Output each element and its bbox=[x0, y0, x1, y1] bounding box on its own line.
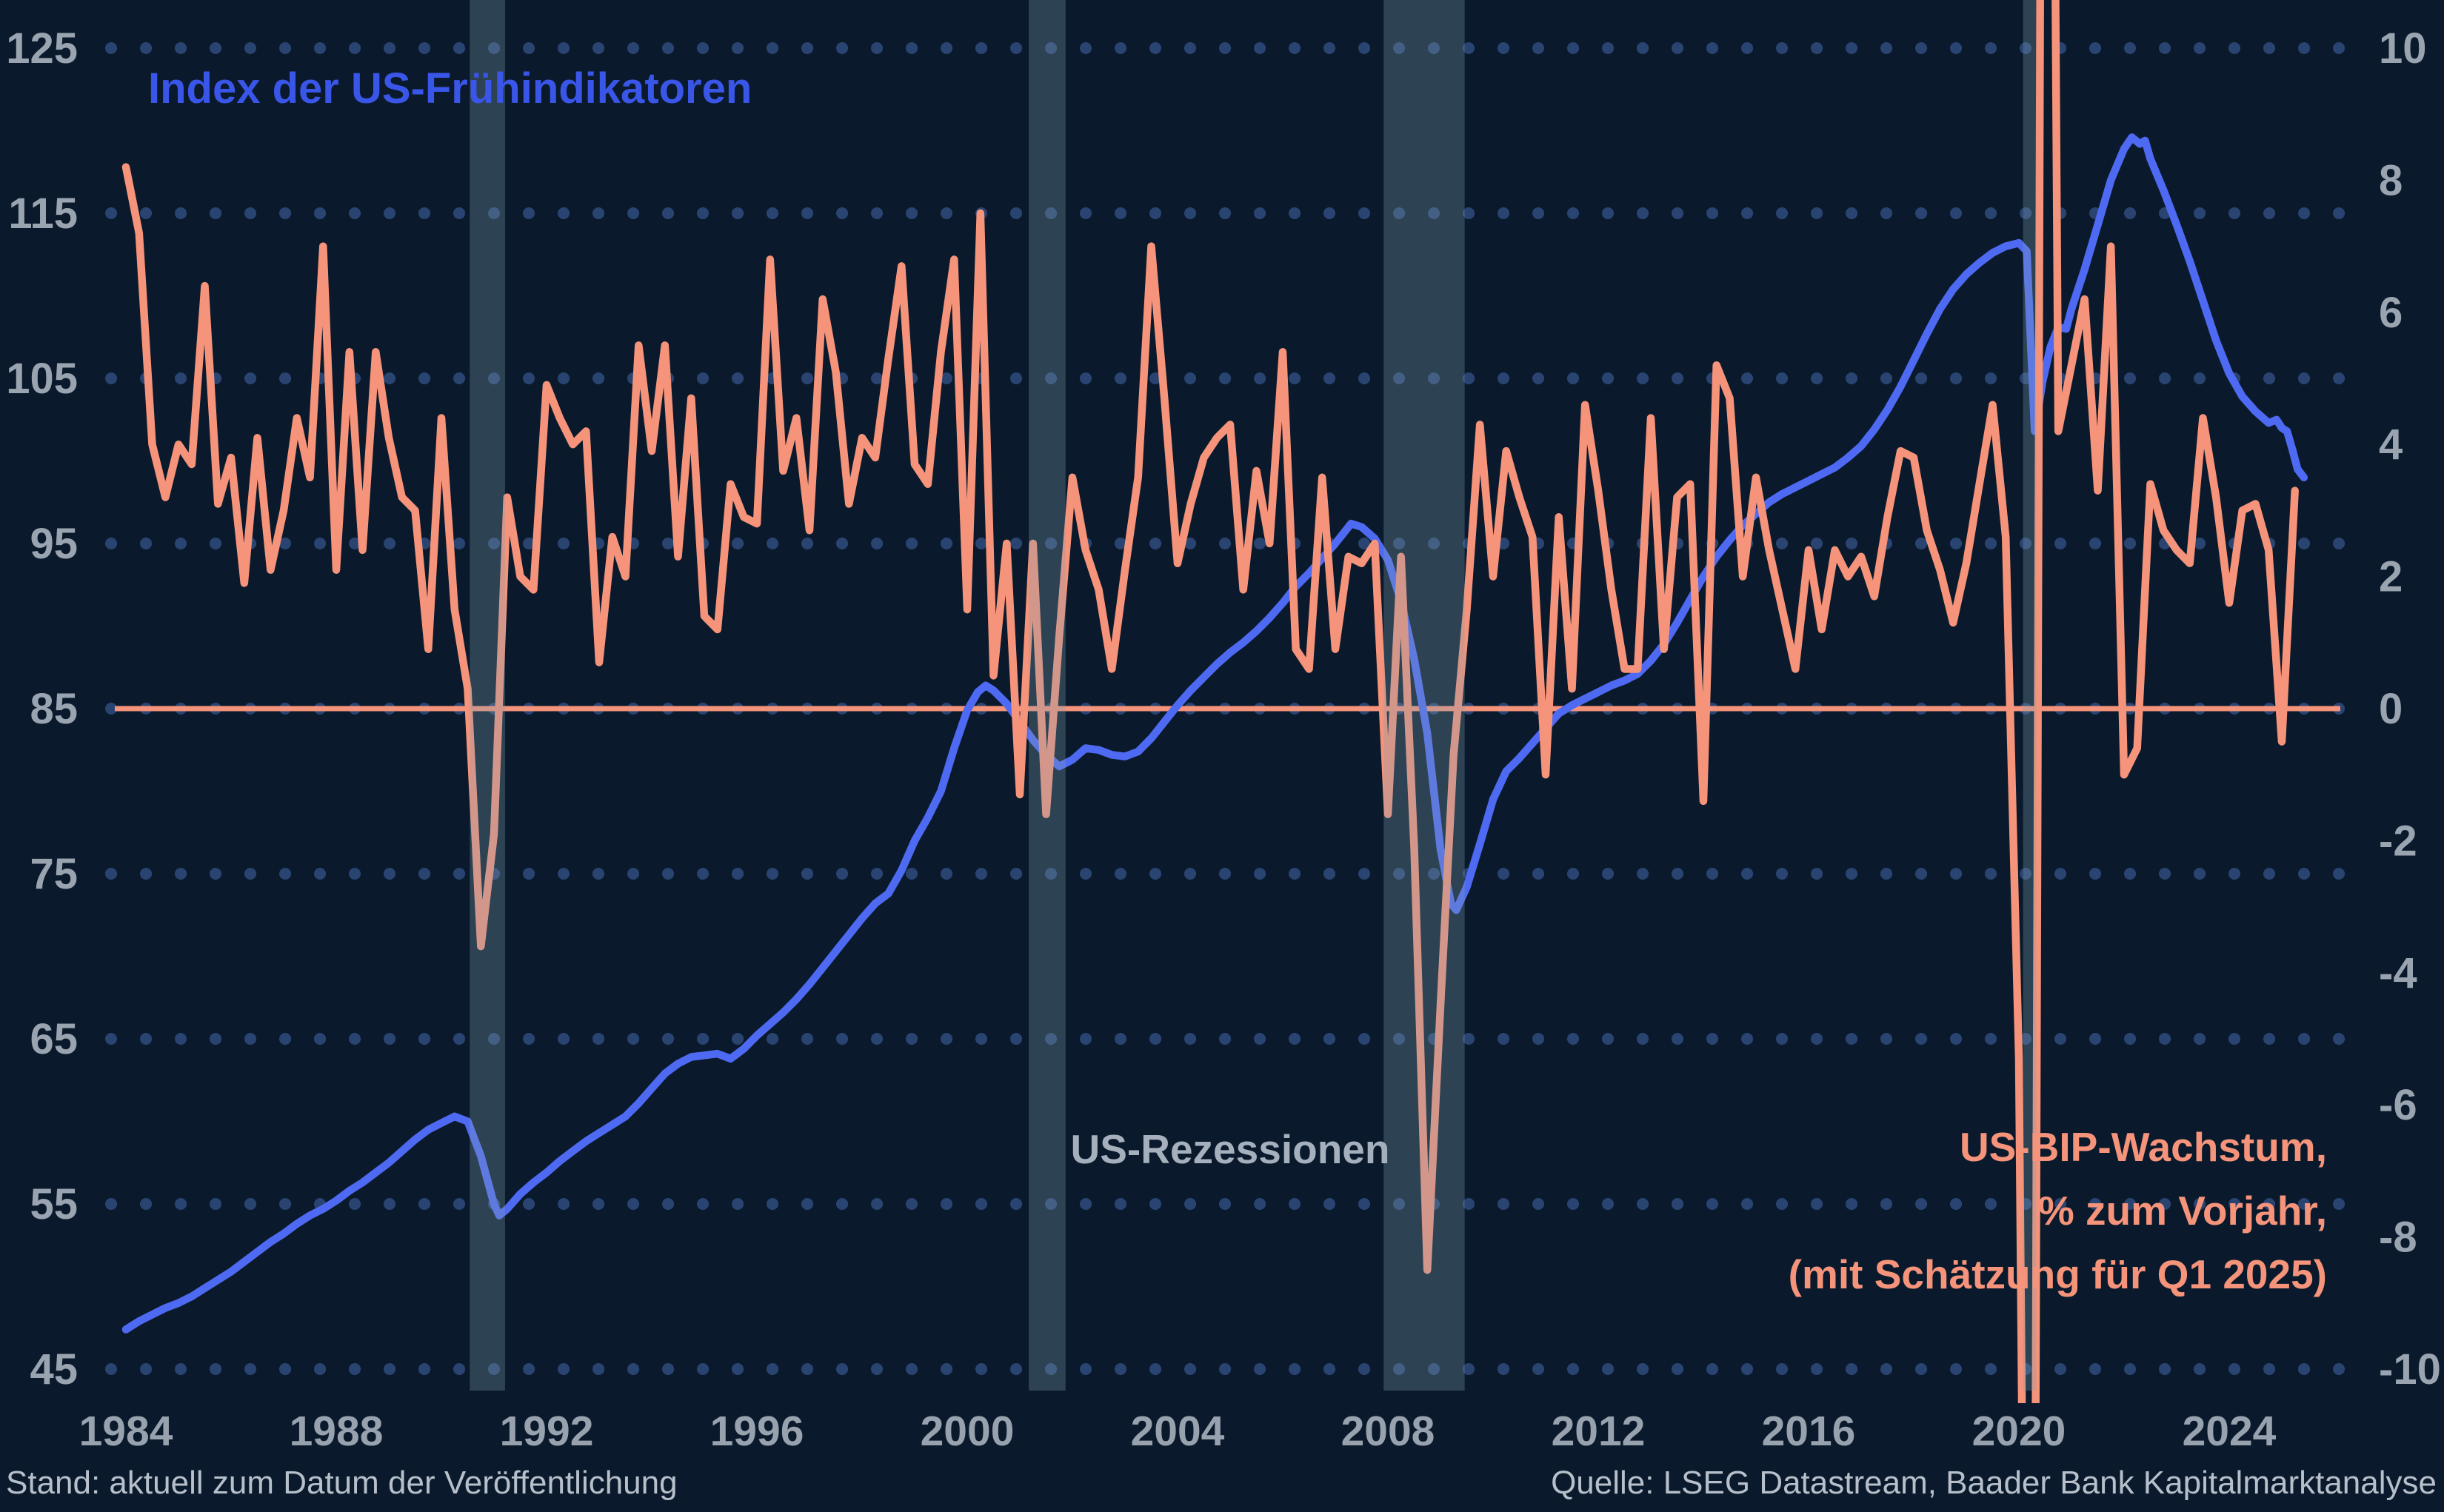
y-axis-left-label: 55 bbox=[30, 1180, 78, 1228]
y-axis-right-label: 2 bbox=[2379, 553, 2403, 601]
y-axis-right-label: -6 bbox=[2379, 1081, 2417, 1129]
y-axis-right-label: 6 bbox=[2379, 289, 2403, 337]
y-axis-left-label: 75 bbox=[30, 850, 78, 898]
x-axis-year-label: 2012 bbox=[1552, 1408, 1646, 1455]
x-axis-year-label: 1996 bbox=[710, 1408, 804, 1455]
y-axis-right-label: -8 bbox=[2379, 1214, 2417, 1262]
y-axis-right-label: 0 bbox=[2379, 685, 2403, 733]
y-axis-right-label: 10 bbox=[2379, 24, 2427, 73]
x-axis-year-label: 2020 bbox=[1972, 1408, 2066, 1455]
y-axis-left-label: 125 bbox=[6, 24, 78, 73]
gdp-annotation-line2: % zum Vorjahr, bbox=[2037, 1188, 2327, 1234]
y-axis-right-label: 4 bbox=[2379, 421, 2403, 469]
y-axis-left-label: 95 bbox=[30, 520, 78, 568]
y-axis-right-label: -2 bbox=[2379, 817, 2417, 865]
footer-source: Quelle: LSEG Datastream, Baader Bank Kap… bbox=[1551, 1465, 2437, 1501]
y-axis-left-label: 85 bbox=[30, 685, 78, 733]
gdp-series-line bbox=[121, 0, 2299, 1403]
x-axis-year-label: 2024 bbox=[2183, 1408, 2277, 1455]
y-axis-left-label: 105 bbox=[6, 355, 78, 403]
footer-status: Stand: aktuell zum Datum der Veröffentli… bbox=[6, 1465, 678, 1501]
gdp-annotation-line3: (mit Schätzung für Q1 2025) bbox=[1788, 1251, 2327, 1297]
y-axis-right-label: 8 bbox=[2379, 156, 2403, 204]
gdp-annotation-line1: US-BIP-Wachstum, bbox=[1959, 1124, 2327, 1170]
chart-title: Index der US-Frühindikatoren bbox=[148, 64, 752, 113]
recession-band bbox=[1029, 0, 1066, 1391]
gdp-annotation: US-BIP-Wachstum, % zum Vorjahr, (mit Sch… bbox=[1789, 1115, 2327, 1306]
x-axis-year-label: 2008 bbox=[1341, 1408, 1435, 1455]
x-axis-year-label: 1992 bbox=[500, 1408, 594, 1455]
y-axis-left-label: 45 bbox=[30, 1345, 78, 1394]
recession-band bbox=[470, 0, 505, 1391]
x-axis-year-label: 2004 bbox=[1131, 1408, 1225, 1455]
x-axis-year-label: 1984 bbox=[79, 1408, 173, 1455]
x-axis-year-label: 1988 bbox=[290, 1408, 384, 1455]
y-axis-left-label: 115 bbox=[8, 190, 78, 238]
recession-band bbox=[2023, 0, 2037, 1391]
x-axis-year-label: 2000 bbox=[921, 1408, 1015, 1455]
y-axis-right-label: -10 bbox=[2379, 1345, 2441, 1394]
y-axis-left-label: 65 bbox=[30, 1015, 78, 1063]
recession-band bbox=[1383, 0, 1465, 1391]
y-axis-right-label: -4 bbox=[2379, 949, 2417, 997]
recessions-annotation: US-Rezessionen bbox=[1070, 1126, 1390, 1172]
lei-series-line bbox=[121, 133, 2308, 1334]
x-axis-year-label: 2016 bbox=[1762, 1408, 1856, 1455]
